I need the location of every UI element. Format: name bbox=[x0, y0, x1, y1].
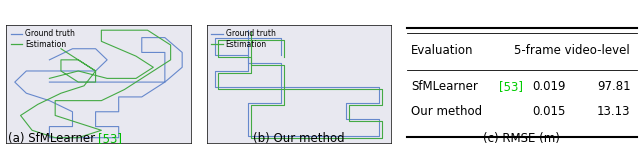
Text: 0.019: 0.019 bbox=[532, 80, 566, 93]
Text: (b) Our method: (b) Our method bbox=[253, 132, 344, 145]
Text: 97.81: 97.81 bbox=[597, 80, 630, 93]
Text: 5-frame video-level: 5-frame video-level bbox=[515, 44, 630, 57]
Text: Our method: Our method bbox=[412, 105, 483, 118]
Text: [53]: [53] bbox=[499, 80, 523, 93]
Legend: Ground truth, Estimation: Ground truth, Estimation bbox=[10, 29, 76, 49]
Legend: Ground truth, Estimation: Ground truth, Estimation bbox=[211, 29, 276, 49]
Text: 0.015: 0.015 bbox=[532, 105, 566, 118]
Text: SfMLearner: SfMLearner bbox=[412, 80, 478, 93]
Text: (c) RMSE (m): (c) RMSE (m) bbox=[483, 132, 560, 145]
Text: (a) SfMLearner: (a) SfMLearner bbox=[8, 132, 99, 145]
Text: Evaluation: Evaluation bbox=[412, 44, 474, 57]
Text: [53]: [53] bbox=[99, 132, 122, 145]
Text: 13.13: 13.13 bbox=[597, 105, 630, 118]
